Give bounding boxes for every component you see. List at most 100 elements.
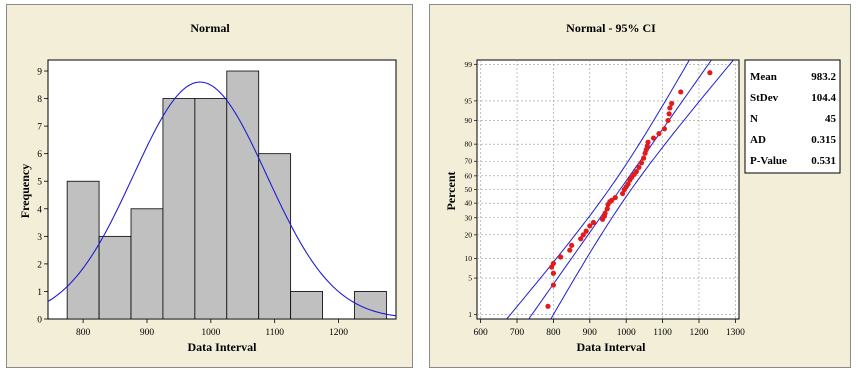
y-tick-label: 9 bbox=[37, 68, 42, 78]
data-point bbox=[625, 181, 631, 187]
histogram-bar bbox=[162, 98, 196, 320]
histogram-chart: Normal 0 1 2 3 4 5 6 7 8 9 800 900 1000 1100 1200 Dat… bbox=[18, 21, 397, 354]
x-tick-label: 1200 bbox=[689, 328, 708, 338]
data-point bbox=[550, 260, 557, 267]
data-point bbox=[645, 139, 651, 145]
y-tick-label: 20 bbox=[465, 230, 473, 239]
y-tick-label: 90 bbox=[465, 116, 473, 125]
y-tick-label: 6 bbox=[37, 150, 42, 160]
histogram-bar bbox=[66, 180, 100, 320]
y-tick-label: 3 bbox=[37, 233, 42, 243]
stat-value: 0.531 bbox=[811, 155, 836, 167]
y-tick-label: 95 bbox=[465, 96, 473, 105]
y-tick-label: 0 bbox=[37, 316, 42, 326]
y-tick-label: 80 bbox=[465, 140, 473, 149]
y-tick-label: 1 bbox=[468, 310, 472, 319]
x-tick-label: 900 bbox=[140, 328, 155, 338]
data-point bbox=[602, 210, 608, 216]
histogram-x-axis-label: Data Interval bbox=[188, 340, 258, 354]
data-point bbox=[667, 105, 673, 111]
data-point bbox=[604, 206, 610, 212]
x-tick-label: 600 bbox=[474, 328, 489, 338]
histogram-bar bbox=[290, 291, 323, 320]
data-point bbox=[666, 111, 672, 117]
x-tick-label: 1000 bbox=[201, 328, 220, 338]
y-tick-label: 70 bbox=[465, 157, 473, 166]
y-tick-label: 1 bbox=[37, 288, 42, 298]
data-point bbox=[550, 282, 557, 288]
histogram-y-axis-label: Frequency bbox=[18, 164, 32, 218]
histogram-bar bbox=[130, 208, 164, 320]
x-tick-label: 1200 bbox=[329, 328, 348, 338]
stat-value: 104.4 bbox=[811, 92, 836, 104]
data-point bbox=[590, 219, 597, 226]
histogram-panel: Normal 0 1 2 3 4 5 6 7 8 9 800 900 1000 1100 1200 Dat… bbox=[6, 4, 413, 368]
y-tick-label: 5 bbox=[37, 178, 42, 188]
data-point bbox=[578, 236, 584, 242]
stat-label: Mean bbox=[750, 71, 777, 83]
data-point bbox=[558, 254, 564, 260]
histogram-bar bbox=[226, 70, 260, 320]
data-point bbox=[656, 131, 662, 137]
histogram-bar bbox=[258, 153, 292, 320]
stat-label: P-Value bbox=[750, 155, 787, 167]
x-tick-label: 800 bbox=[76, 328, 91, 338]
data-point bbox=[678, 89, 684, 95]
stat-value: 0.315 bbox=[811, 134, 836, 146]
data-point bbox=[545, 303, 551, 309]
stats-box-border bbox=[744, 59, 841, 174]
y-tick-label: 8 bbox=[37, 95, 42, 105]
data-point bbox=[636, 164, 642, 170]
histogram-bar bbox=[98, 235, 132, 320]
x-tick-label: 1100 bbox=[265, 328, 284, 338]
x-tick-label: 900 bbox=[583, 328, 598, 338]
x-tick-label: 1100 bbox=[653, 328, 672, 338]
probability-plot-chart: Normal - 95% CI 1 5 10 20 30 40 50 60 70 80 90 95 99… bbox=[444, 21, 841, 354]
histogram-title: Normal bbox=[190, 21, 230, 35]
y-tick-label: 7 bbox=[37, 123, 42, 133]
y-tick-label: 10 bbox=[465, 254, 473, 263]
data-point bbox=[641, 155, 647, 161]
x-tick-label: 800 bbox=[546, 328, 561, 338]
y-tick-label: 40 bbox=[465, 199, 473, 208]
ci-upper-line bbox=[550, 60, 734, 319]
ci-lower-line bbox=[506, 60, 690, 319]
y-tick-label: 5 bbox=[468, 274, 472, 283]
data-point bbox=[580, 232, 586, 238]
data-point bbox=[661, 126, 668, 132]
normal-fit-curve bbox=[47, 81, 397, 317]
data-point bbox=[633, 169, 639, 175]
data-point bbox=[612, 195, 618, 201]
fit-line bbox=[528, 60, 712, 319]
data-point bbox=[665, 117, 671, 124]
data-point bbox=[644, 143, 650, 149]
x-tick-label: 700 bbox=[510, 328, 525, 338]
probability-x-axis-label: Data Interval bbox=[577, 340, 647, 354]
stats-box: Mean 983.2 StDev 104.4 N 45 AD 0.315 P-Value 0.53… bbox=[744, 59, 841, 174]
y-tick-label: 2 bbox=[37, 260, 42, 270]
data-point bbox=[567, 247, 573, 253]
data-point bbox=[550, 270, 557, 276]
stat-label: AD bbox=[750, 134, 766, 146]
probability-plot-title: Normal - 95% CI bbox=[566, 21, 656, 35]
probability-y-axis-label: Percent bbox=[444, 171, 458, 210]
y-tick-label: 30 bbox=[465, 213, 473, 222]
stat-value: 983.2 bbox=[811, 71, 836, 83]
data-point bbox=[587, 223, 593, 229]
data-point bbox=[669, 100, 675, 107]
data-point bbox=[707, 70, 713, 76]
data-point bbox=[609, 197, 615, 203]
y-tick-label: 50 bbox=[465, 185, 473, 194]
probability-plot-area bbox=[476, 59, 740, 320]
stat-value: 45 bbox=[825, 113, 837, 125]
x-tick-label: 1000 bbox=[617, 328, 636, 338]
data-point bbox=[619, 190, 626, 197]
data-point bbox=[583, 228, 589, 234]
data-point bbox=[650, 135, 657, 141]
data-point bbox=[569, 242, 575, 248]
y-tick-label: 99 bbox=[465, 60, 473, 69]
histogram-bar bbox=[194, 98, 228, 320]
probability-plot-panel: Normal - 95% CI 1 5 10 20 30 40 50 60 70 80 90 95 99… bbox=[429, 4, 851, 368]
stat-label: StDev bbox=[750, 92, 779, 104]
y-tick-label: 60 bbox=[465, 171, 473, 180]
